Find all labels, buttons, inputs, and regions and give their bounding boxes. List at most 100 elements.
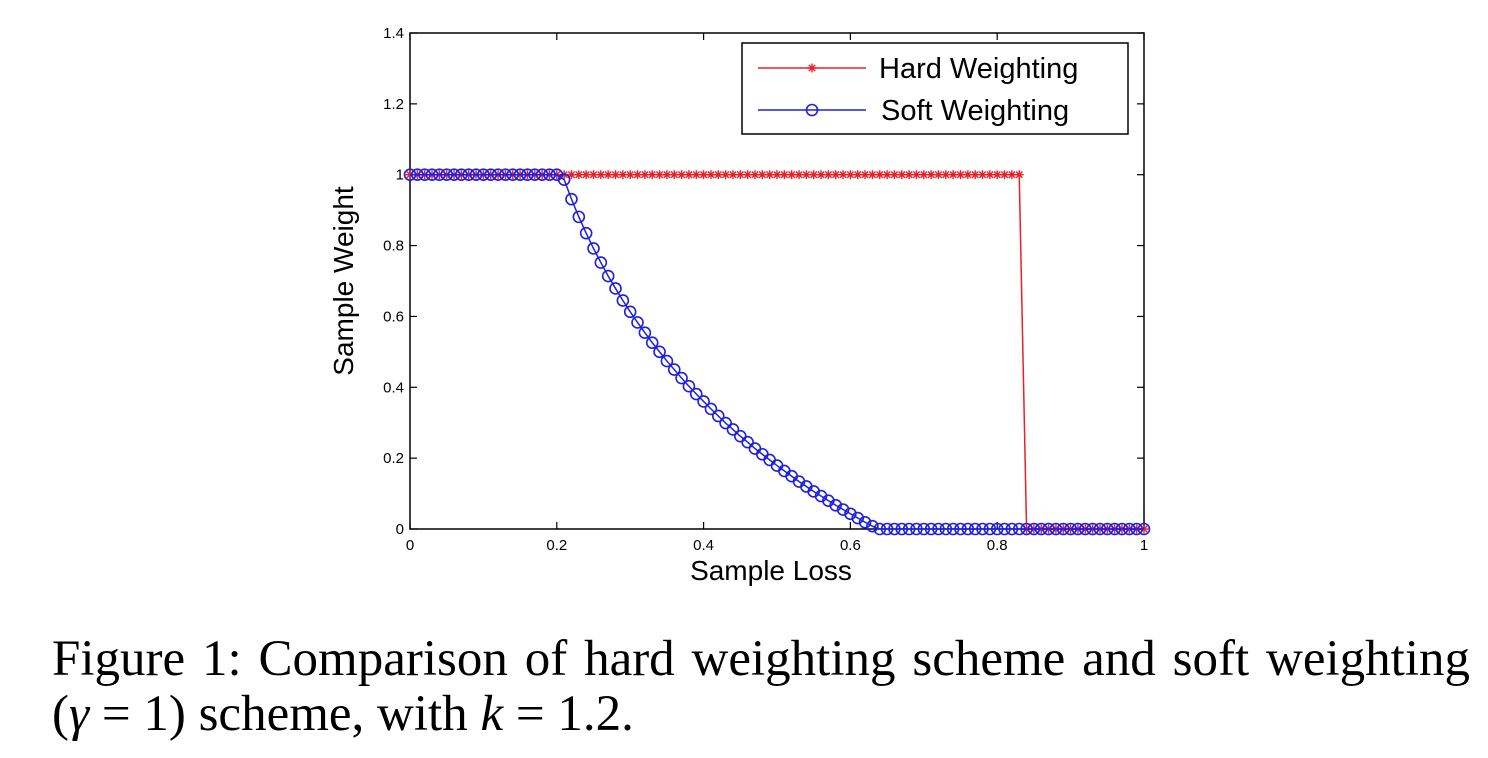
legend-hard-label: Hard Weighting [879, 53, 1078, 85]
x-tick-label: 0.2 [546, 537, 567, 554]
y-tick-label: 0.4 [383, 379, 404, 396]
data-point [528, 168, 542, 182]
data-point [609, 282, 622, 295]
data-point [1123, 522, 1136, 536]
data-point [1014, 170, 1024, 180]
data-point [1020, 522, 1033, 536]
data-point [880, 522, 894, 536]
y-tick-label: 1.4 [383, 25, 404, 42]
data-point [403, 168, 417, 182]
data-point [860, 170, 870, 180]
data-point [631, 316, 644, 329]
data-point [970, 170, 980, 180]
data-point [838, 170, 848, 180]
axis-ticks: 0 0.2 0.4 0.6 0.8 1 0 0.2 0.4 0.6 0.8 1 1.2 1.4 [383, 25, 1148, 554]
data-point [462, 168, 476, 182]
data-point [924, 522, 938, 536]
data-point [873, 522, 887, 536]
data-point [587, 242, 600, 255]
data-point [735, 170, 745, 180]
data-point [910, 522, 923, 536]
data-point [917, 522, 931, 536]
data-point [888, 522, 901, 536]
x-tick-label: 0.8 [987, 537, 1008, 554]
y-tick-label: 0.2 [383, 450, 404, 467]
data-point [1078, 522, 1092, 536]
data-point [1064, 522, 1077, 536]
data-point [484, 168, 498, 182]
x-tick-label: 1 [1140, 537, 1148, 554]
data-point [425, 168, 439, 182]
data-point [711, 409, 725, 423]
data-point [844, 507, 857, 521]
data-point [660, 354, 674, 368]
y-axis-title: Sample Weight [328, 186, 359, 376]
data-point [677, 170, 687, 180]
y-tick-label: 0 [396, 521, 404, 538]
y-tick-label: 1.2 [383, 96, 404, 113]
data-point [743, 170, 753, 180]
legend-soft-label: Soft Weighting [881, 95, 1069, 127]
data-point [565, 192, 578, 206]
data-point [411, 168, 424, 182]
series-soft-weighting [403, 168, 1151, 536]
data-point [543, 168, 556, 182]
data-point [956, 170, 965, 180]
data-point [535, 168, 549, 182]
data-point [866, 519, 879, 533]
data-point [623, 305, 637, 319]
caption-gamma-symbol: γ [68, 686, 90, 742]
data-point [491, 168, 505, 182]
data-point [1137, 522, 1151, 536]
data-point [455, 168, 468, 182]
data-point [669, 170, 679, 180]
data-point [836, 503, 850, 516]
data-point [946, 522, 960, 536]
data-point [706, 170, 716, 180]
legend-asterisk [807, 63, 817, 73]
data-point [851, 511, 865, 525]
x-tick-label: 0 [406, 537, 414, 554]
series-layer [403, 168, 1151, 536]
data-point [1034, 522, 1048, 536]
data-point [418, 168, 431, 182]
data-point [574, 170, 584, 180]
caption-k-equation: = 1.2. [503, 686, 634, 742]
data-point [976, 522, 989, 536]
data-point [682, 379, 696, 393]
x-tick-label: 0.6 [840, 537, 861, 554]
x-tick-label: 0.4 [693, 537, 714, 554]
caption-k-symbol: k [480, 686, 504, 742]
data-point [990, 522, 1004, 536]
data-point [616, 294, 630, 307]
data-point [1086, 522, 1099, 536]
data-point [932, 522, 945, 536]
figure-caption: Figure 1: Comparison of hard weighting s… [52, 632, 1470, 742]
data-point [895, 522, 909, 536]
data-point [653, 345, 666, 359]
data-point [506, 168, 520, 182]
data-point [579, 226, 593, 240]
data-point [645, 336, 659, 349]
legend-soft-marker [805, 103, 819, 117]
data-point [1093, 522, 1107, 536]
data-point [968, 522, 982, 536]
data-point [1005, 522, 1019, 536]
y-tick-label: 0.8 [383, 238, 404, 255]
data-point [447, 168, 461, 182]
data-point [1115, 522, 1129, 536]
line-chart: 0 0.2 0.4 0.6 0.8 1 0 0.2 0.4 0.6 0.8 1 1.2 1.4 Sampl… [328, 25, 1151, 586]
data-point [1012, 522, 1026, 536]
y-tick-label: 1 [396, 167, 404, 184]
data-point [557, 173, 571, 186]
data-point [1071, 522, 1085, 536]
data-point [939, 522, 953, 536]
data-point [904, 170, 914, 180]
data-point [611, 170, 621, 180]
legend-hard-marker [807, 63, 817, 73]
data-point [726, 423, 740, 436]
data-point [823, 170, 833, 180]
data-point [765, 170, 775, 180]
legend: Hard Weighting Soft Weighting [741, 42, 1129, 135]
data-point [572, 210, 586, 224]
